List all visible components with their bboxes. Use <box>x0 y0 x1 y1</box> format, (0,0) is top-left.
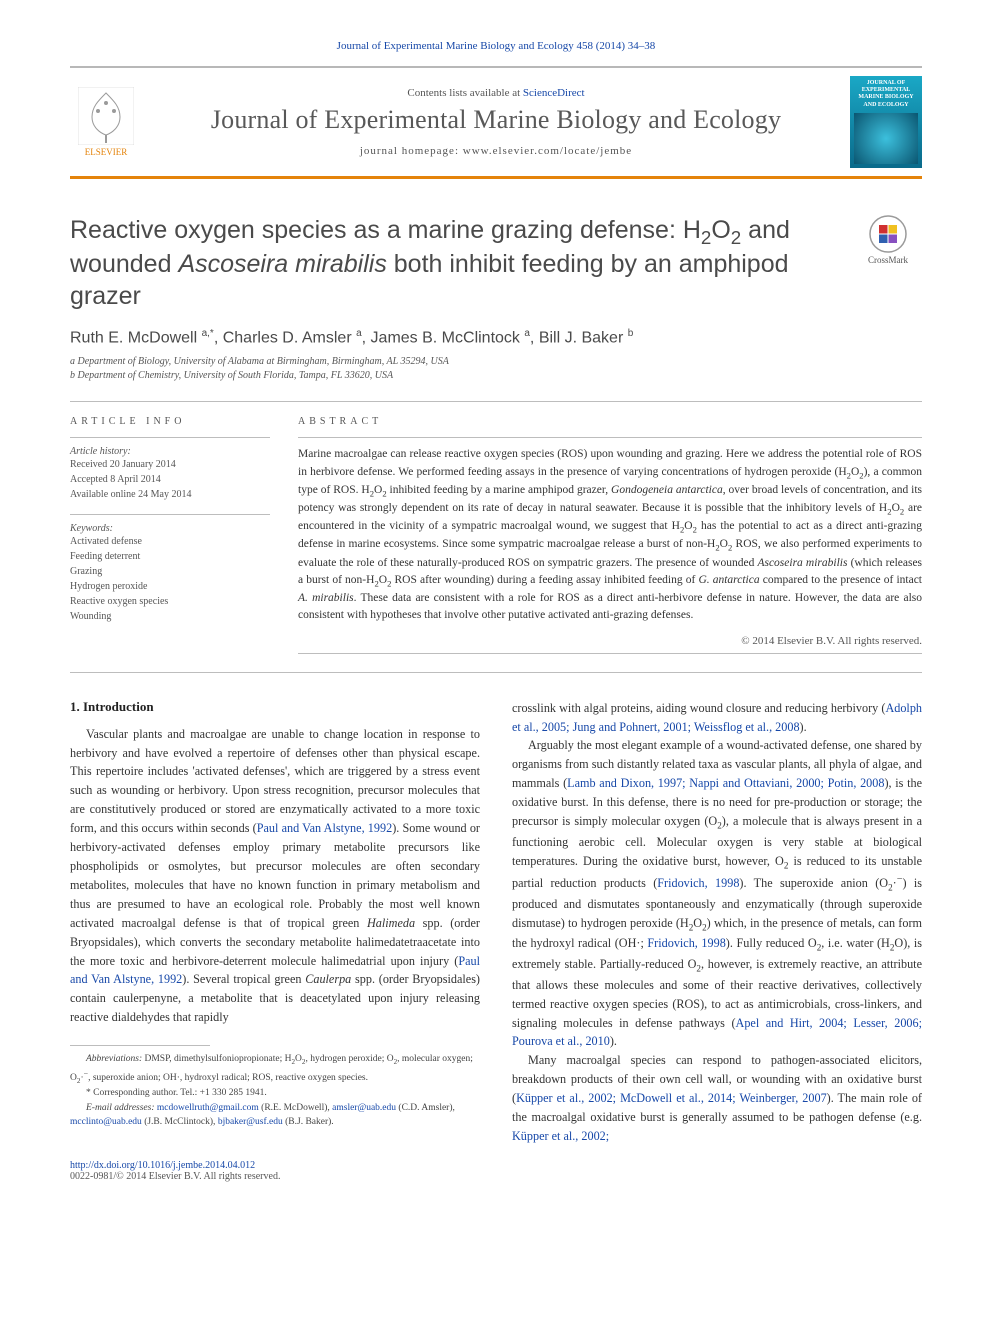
keyword: Grazing <box>70 564 270 579</box>
intro-heading: 1. Introduction <box>70 699 480 715</box>
article-info-column: ARTICLE INFO Article history: Received 2… <box>70 416 270 653</box>
doi-copyright: 0022-0981/© 2014 Elsevier B.V. All right… <box>70 1171 280 1182</box>
elsevier-logo: ELSEVIER <box>70 82 142 162</box>
article-title: Reactive oxygen species as a marine graz… <box>70 215 830 312</box>
abstract-column: ABSTRACT Marine macroalgae can release r… <box>298 416 922 653</box>
homepage-prefix: journal homepage: <box>360 145 463 157</box>
doi-link[interactable]: http://dx.doi.org/10.1016/j.jembe.2014.0… <box>70 1160 255 1171</box>
email-addresses: E-mail addresses: mcdowellruth@gmail.com… <box>70 1101 480 1130</box>
keyword: Reactive oxygen species <box>70 594 270 609</box>
history-online: Available online 24 May 2014 <box>70 487 270 502</box>
crossmark-badge[interactable]: CrossMark <box>854 215 922 265</box>
abbreviations: Abbreviations: DMSP, dimethylsulfoniopro… <box>70 1052 480 1086</box>
cover-label: JOURNAL OF EXPERIMENTAL MARINE BIOLOGY A… <box>854 80 918 109</box>
history-label: Article history: <box>70 446 270 457</box>
abstract-copyright: © 2014 Elsevier B.V. All rights reserved… <box>298 635 922 647</box>
contents-line: Contents lists available at ScienceDirec… <box>158 87 834 99</box>
history-accepted: Accepted 8 April 2014 <box>70 472 270 487</box>
intro-p1: Vascular plants and macroalgae are unabl… <box>70 725 480 1028</box>
abstract-text: Marine macroalgae can release reactive o… <box>298 446 922 624</box>
keyword: Feeding deterrent <box>70 549 270 564</box>
affiliation-b: b Department of Chemistry, University of… <box>70 369 922 383</box>
citation-link[interactable]: Journal of Experimental Marine Biology a… <box>337 40 656 52</box>
contents-prefix: Contents lists available at <box>407 87 522 99</box>
intro-p2: crosslink with algal proteins, aiding wo… <box>512 699 922 737</box>
author-list: Ruth E. McDowell a,*, Charles D. Amsler … <box>70 328 922 347</box>
crossmark-label: CrossMark <box>868 255 908 265</box>
divider <box>70 401 922 402</box>
doi-block: http://dx.doi.org/10.1016/j.jembe.2014.0… <box>70 1160 922 1182</box>
homepage-url: www.elsevier.com/locate/jembe <box>463 145 632 157</box>
keywords-list: Activated defense Feeding deterrent Graz… <box>70 534 270 624</box>
footnote-rule <box>70 1045 210 1046</box>
journal-name: Journal of Experimental Marine Biology a… <box>158 105 834 135</box>
abstract-heading: ABSTRACT <box>298 416 922 427</box>
body-two-column: 1. Introduction Vascular plants and macr… <box>70 699 922 1146</box>
keyword: Wounding <box>70 609 270 624</box>
corresponding-author: * Corresponding author. Tel.: +1 330 285… <box>70 1086 480 1100</box>
elsevier-tree-icon <box>78 87 134 145</box>
affiliation-a: a Department of Biology, University of A… <box>70 355 922 369</box>
cover-image-placeholder <box>854 113 918 164</box>
history-received: Received 20 January 2014 <box>70 457 270 472</box>
intro-p4: Many macroalgal species can respond to p… <box>512 1051 922 1146</box>
history-lines: Received 20 January 2014 Accepted 8 Apri… <box>70 457 270 502</box>
affiliations: a Department of Biology, University of A… <box>70 355 922 383</box>
sciencedirect-link[interactable]: ScienceDirect <box>523 87 585 99</box>
keyword: Hydrogen peroxide <box>70 579 270 594</box>
crossmark-icon <box>869 215 907 253</box>
journal-cover-thumbnail: JOURNAL OF EXPERIMENTAL MARINE BIOLOGY A… <box>850 76 922 168</box>
citation-line: Journal of Experimental Marine Biology a… <box>70 40 922 52</box>
masthead: ELSEVIER Contents lists available at Sci… <box>70 66 922 179</box>
elsevier-label: ELSEVIER <box>85 147 128 157</box>
article-info-heading: ARTICLE INFO <box>70 416 270 427</box>
keyword: Activated defense <box>70 534 270 549</box>
intro-p3: Arguably the most elegant example of a w… <box>512 736 922 1051</box>
masthead-center: Contents lists available at ScienceDirec… <box>158 87 834 157</box>
homepage-line: journal homepage: www.elsevier.com/locat… <box>158 145 834 157</box>
footnotes: Abbreviations: DMSP, dimethylsulfoniopro… <box>70 1052 480 1129</box>
keywords-label: Keywords: <box>70 523 270 534</box>
